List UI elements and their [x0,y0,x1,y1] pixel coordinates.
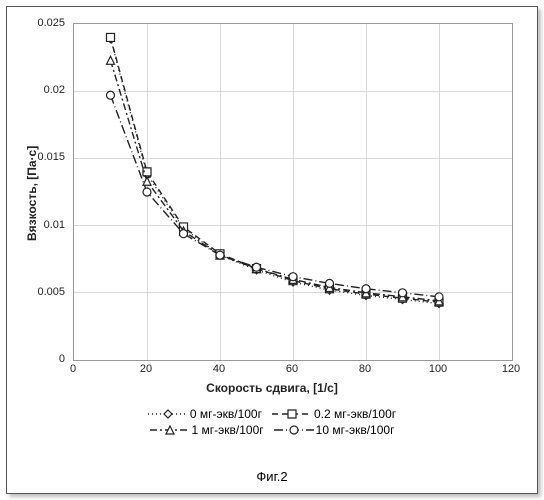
legend-label: 0 мг-экв/100г [190,407,262,421]
x-tick-label: 100 [429,363,447,375]
series-marker [399,294,407,302]
series-marker [107,35,115,43]
legend-swatch [150,423,190,437]
series-marker [180,227,188,235]
figure-caption: Фиг.2 [7,469,537,484]
x-tick-label: 0 [70,363,76,375]
series-marker [180,230,188,238]
legend-item: 0 мг-экв/100г [148,407,262,421]
series-line [111,95,440,297]
x-tick-label: 60 [286,363,298,375]
x-tick-label: 120 [502,363,520,375]
x-axis-title: Скорость сдвига, [1/с] [7,381,537,395]
series-line [111,37,440,302]
series-marker [399,293,407,301]
x-tick-label: 80 [359,363,371,375]
series-marker [253,263,261,271]
legend-label: 1 мг-экв/100г [192,423,264,437]
series-marker [253,266,261,274]
legend-item: 10 мг-экв/100г [274,423,395,437]
legend-label: 10 мг-экв/100г [316,423,395,437]
series-marker [107,56,115,64]
legend-item: 1 мг-экв/100г [150,423,264,437]
x-tick-label: 40 [213,363,225,375]
series-marker [107,33,115,41]
series-marker [253,265,261,273]
x-tick-label: 20 [140,363,152,375]
legend-item: 0.2 мг-экв/100г [272,407,396,421]
legend-label: 0.2 мг-экв/100г [314,407,396,421]
plot-area [73,23,513,361]
series-marker [326,279,334,287]
legend-swatch [274,423,314,437]
series-marker [253,265,261,273]
series-marker [399,296,407,304]
chart-frame: Вязкость, [Па·с] Скорость сдвига, [1/с] … [6,6,538,494]
legend-swatch [148,407,188,421]
series-marker [107,91,115,99]
series-marker [326,283,334,291]
series-line [111,39,440,304]
legend: 0 мг-экв/100г 0.2 мг-экв/100г 1 мг-экв/100… [7,405,537,439]
legend-swatch [272,407,312,421]
series-line [111,60,440,301]
